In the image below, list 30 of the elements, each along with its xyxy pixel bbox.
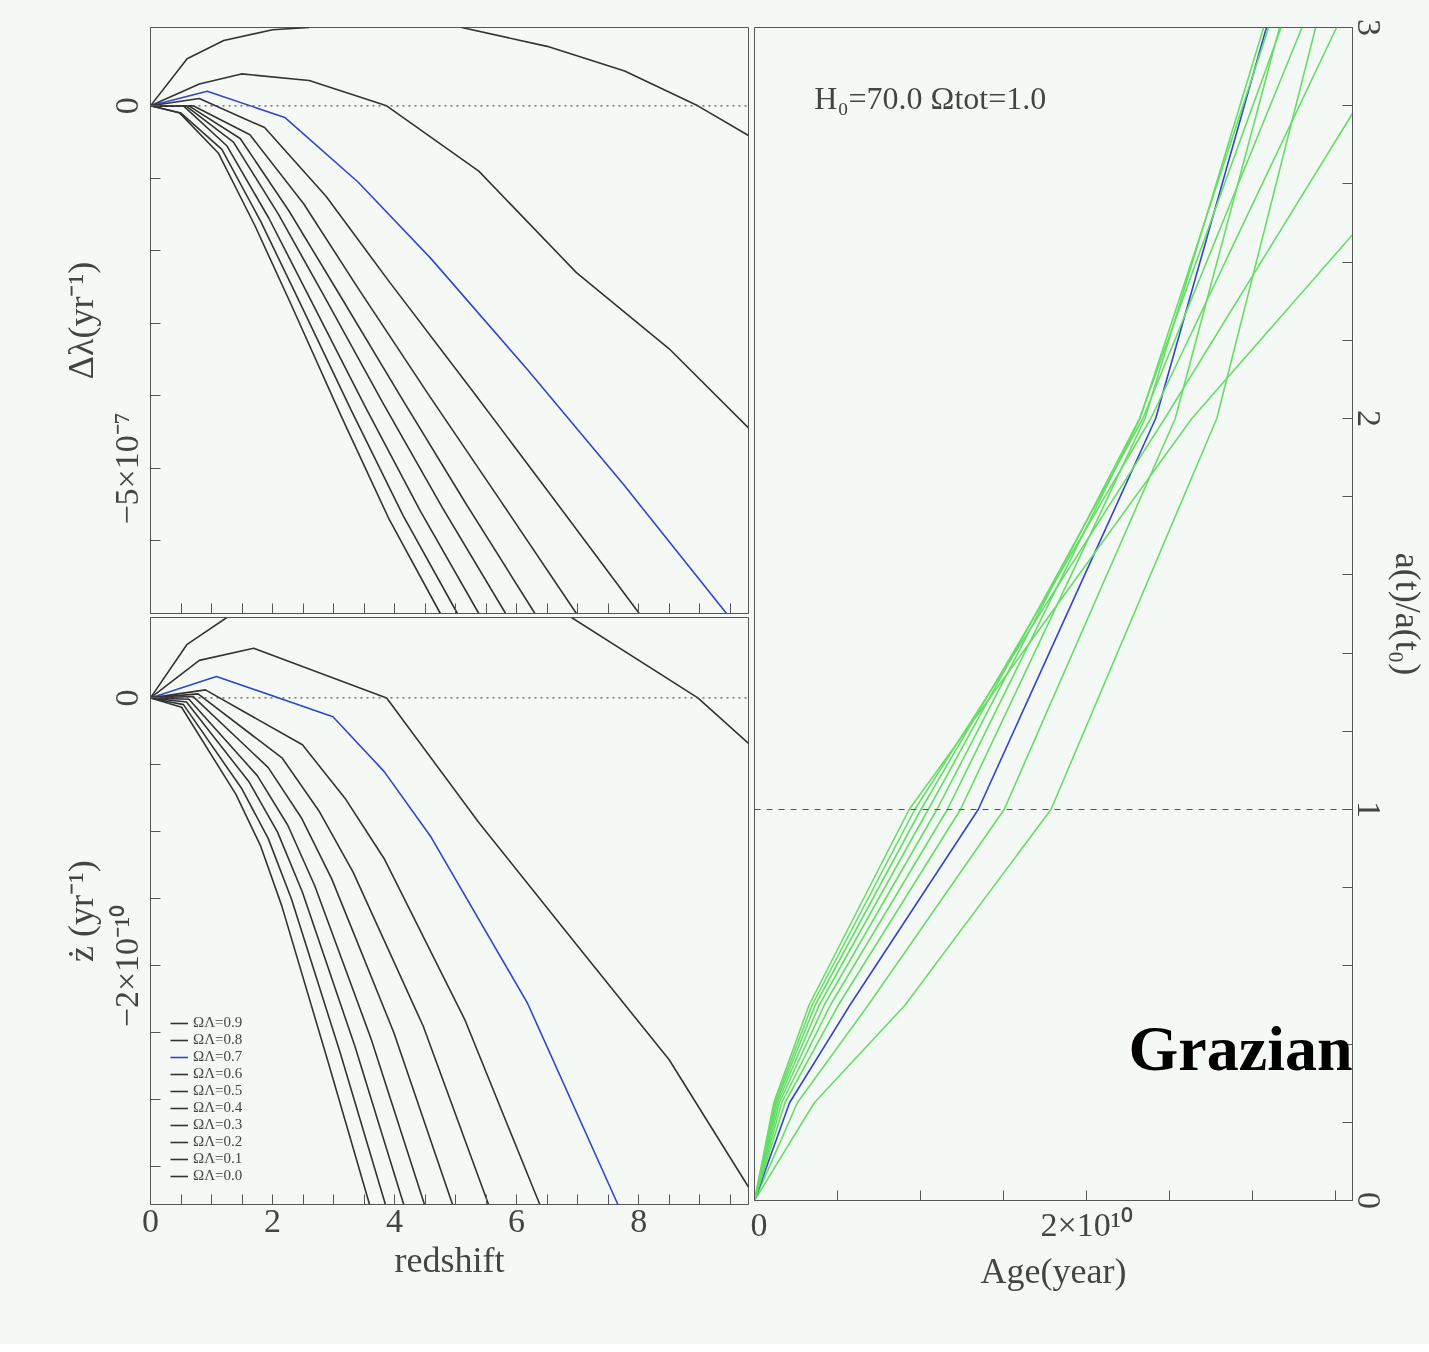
x-axis-title: Age(year) [980,1250,1127,1291]
legend-label: ΩΛ=0.7 [193,1048,243,1065]
x-tick-label: 0 [750,1205,768,1243]
annotation: Grazian [1128,1012,1353,1084]
legend-label: ΩΛ=0.3 [193,1116,243,1133]
x-tick-label: 8 [630,1201,648,1239]
x-tick-label: 6 [508,1201,526,1239]
y-tick-label: 0 [108,689,146,707]
x-tick-label: 2×10¹⁰ [1040,1205,1133,1243]
legend-label: ΩΛ=0.9 [193,1014,243,1031]
x-tick-label: 4 [386,1201,404,1239]
y-axis-title: a(t)/a(t₀) [1387,552,1428,676]
x-axis-title: redshift [394,1239,505,1280]
y-tick-label: 0 [108,97,146,115]
x-tick-label: 2 [264,1201,282,1239]
legend-label: ΩΛ=0.1 [193,1150,243,1167]
y-axis-title: Δλ(yr⁻¹) [60,261,101,380]
legend-label: ΩΛ=0.4 [193,1099,243,1116]
y-tick-label: 3 [1350,19,1388,36]
legend-label: ΩΛ=0.5 [193,1082,243,1099]
legend-label: ΩΛ=0.8 [193,1031,243,1048]
annotation: H₀=70.0 Ωtot=1.0 [814,79,1047,116]
y-tick-label: −2×10⁻¹⁰ [108,904,146,1028]
y-tick-label: 2 [1350,410,1388,427]
legend-label: ΩΛ=0.0 [193,1167,243,1184]
y-tick-label: 1 [1350,801,1388,818]
y-tick-label: −5×10⁻⁷ [108,412,146,525]
y-axis-title: ż (yr⁻¹) [60,860,101,962]
legend-label: ΩΛ=0.6 [193,1065,243,1082]
legend-label: ΩΛ=0.2 [193,1133,243,1150]
